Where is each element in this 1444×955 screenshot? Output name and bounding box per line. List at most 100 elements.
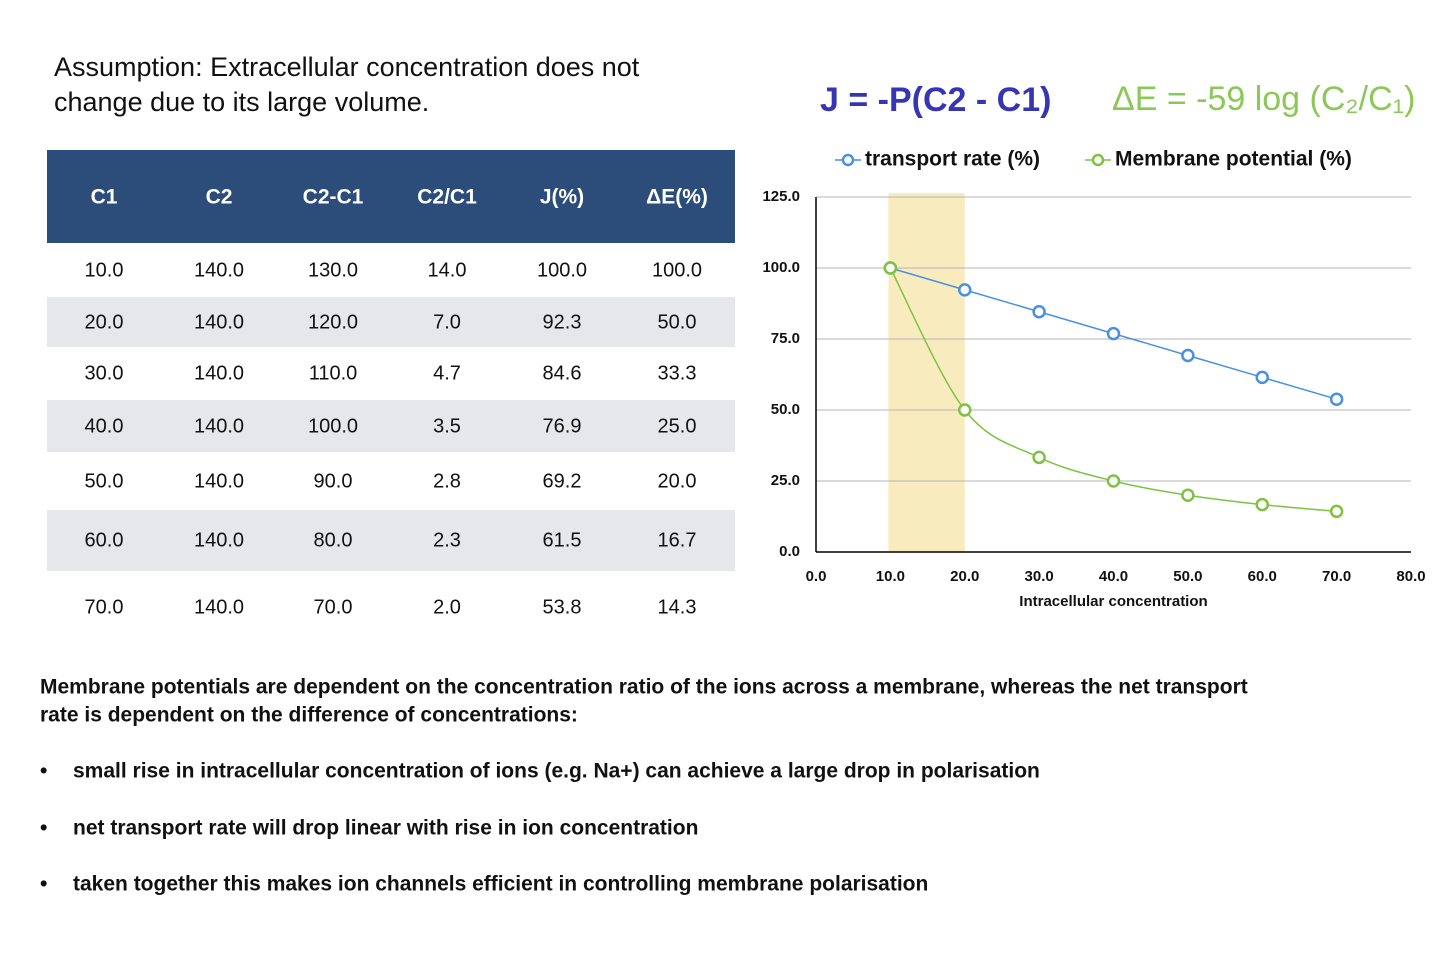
bullet: taken together this makes ion channels e… <box>73 873 928 896</box>
bullet-dot: • <box>40 873 47 896</box>
table-header: C2 <box>206 186 233 209</box>
table-cell: 16.7 <box>658 529 697 551</box>
table-header: ΔE(%) <box>646 186 708 209</box>
table-cell: 61.5 <box>543 529 582 551</box>
point <box>1255 370 1269 385</box>
row-bg <box>47 400 735 452</box>
x-tick-label: 60.0 <box>1248 568 1277 585</box>
formula: J = -P(C2 - C1) <box>820 81 1051 119</box>
table-cell: 50.0 <box>85 470 124 492</box>
table-header: C2/C1 <box>417 186 477 209</box>
bullet-dot: • <box>40 817 47 840</box>
y-tick-label: 0.0 <box>779 543 800 560</box>
point <box>1255 497 1269 512</box>
bullet: small rise in intracellular concentratio… <box>73 760 1040 783</box>
y-tick-label: 25.0 <box>771 472 800 489</box>
table-cell: 40.0 <box>85 415 124 437</box>
x-tick-label: 30.0 <box>1025 568 1054 585</box>
table-cell: 53.8 <box>543 596 582 618</box>
table-cell: 2.0 <box>433 596 461 618</box>
point <box>958 403 972 417</box>
point <box>1032 304 1046 319</box>
x-tick-label: 80.0 <box>1396 568 1425 585</box>
y-tick-label: 100.0 <box>762 259 800 276</box>
table-cell: 7.0 <box>433 311 461 333</box>
table-cell: 140.0 <box>194 259 244 281</box>
y-tick-label: 75.0 <box>771 330 800 347</box>
table-cell: 76.9 <box>543 415 582 437</box>
x-tick-label: 20.0 <box>950 568 979 585</box>
table-cell: 70.0 <box>314 596 353 618</box>
table-cell: 84.6 <box>543 362 582 384</box>
x-tick-label: 50.0 <box>1173 568 1202 585</box>
table-cell: 25.0 <box>658 415 697 437</box>
table-cell: 2.8 <box>433 470 461 492</box>
table-cell: 20.0 <box>658 470 697 492</box>
table-cell: 69.2 <box>543 470 582 492</box>
table-cell: 33.3 <box>658 362 697 384</box>
legend-marker <box>841 153 855 167</box>
table-header: C2-C1 <box>303 186 364 209</box>
table-cell: 14.3 <box>658 596 697 618</box>
x-tick-label: 70.0 <box>1322 568 1351 585</box>
note: rate is dependent on the difference of c… <box>40 704 578 727</box>
table-cell: 4.7 <box>433 362 461 384</box>
table-cell: 90.0 <box>314 470 353 492</box>
x-tick-label: 0.0 <box>806 568 827 585</box>
assumption: change due to its large volume. <box>54 87 429 117</box>
point <box>1181 348 1195 363</box>
point <box>1106 474 1121 488</box>
table-cell: 140.0 <box>194 311 244 333</box>
point <box>1181 488 1195 502</box>
table-cell: 140.0 <box>194 596 244 618</box>
row-bg <box>47 510 735 571</box>
table-cell: 3.5 <box>433 415 461 437</box>
point <box>1032 450 1046 465</box>
table-header-bg <box>47 150 735 243</box>
bullet-dot: • <box>40 760 47 783</box>
table-cell: 100.0 <box>652 259 702 281</box>
y-tick-label: 50.0 <box>771 401 800 418</box>
table-cell: 100.0 <box>537 259 587 281</box>
table-cell: 20.0 <box>85 311 124 333</box>
table-cell: 92.3 <box>543 311 582 333</box>
table-cell: 140.0 <box>194 470 244 492</box>
table: C1 C2 C2-C1 C2/C1 J(%) ΔE(%) 10.0 140.0 130.0 14.… <box>47 186 735 618</box>
formula: ΔE = -59 log (C₂/C₁) <box>1112 80 1415 118</box>
table-cell: 110.0 <box>309 362 358 384</box>
point <box>1329 504 1344 519</box>
table-cell: 120.0 <box>308 311 358 333</box>
legend-label: Membrane potential (%) <box>1115 148 1352 171</box>
assumption: Assumption: Extracellular concentration … <box>54 52 640 82</box>
table-cell: 140.0 <box>194 415 244 437</box>
note: Membrane potentials are dependent on the… <box>40 676 1248 699</box>
chart: 0.0 25.0 50.0 75.0 100.0 125.0 0.0 10.0 20.0 30.0… <box>762 148 1425 610</box>
legend-marker <box>1091 153 1105 167</box>
table-header: C1 <box>91 186 118 209</box>
table-header: J(%) <box>540 186 584 209</box>
x-tick-label: 40.0 <box>1099 568 1128 585</box>
table-cell: 70.0 <box>85 596 124 618</box>
point <box>1329 392 1344 406</box>
point <box>1106 326 1121 341</box>
table-cell: 140.0 <box>194 529 244 551</box>
highlight <box>888 193 965 552</box>
table-cell: 2.3 <box>433 529 461 551</box>
point <box>883 261 898 275</box>
legend-label: transport rate (%) <box>865 148 1040 171</box>
x-axis-label: Intracellular concentration <box>1019 593 1207 610</box>
table-cell: 10.0 <box>85 259 124 281</box>
table-cell: 100.0 <box>308 415 358 437</box>
table-cell: 130.0 <box>308 259 358 281</box>
row-bg <box>47 297 735 347</box>
table-cell: 14.0 <box>428 259 467 281</box>
x-tick-label: 10.0 <box>876 568 905 585</box>
table-cell: 30.0 <box>85 362 124 384</box>
table-cell: 60.0 <box>85 529 124 551</box>
table-cell: 140.0 <box>194 362 244 384</box>
table-cell: 80.0 <box>314 529 353 551</box>
table-cell: 50.0 <box>658 311 697 333</box>
bullet: net transport rate will drop linear with… <box>73 817 698 840</box>
point <box>958 283 972 297</box>
